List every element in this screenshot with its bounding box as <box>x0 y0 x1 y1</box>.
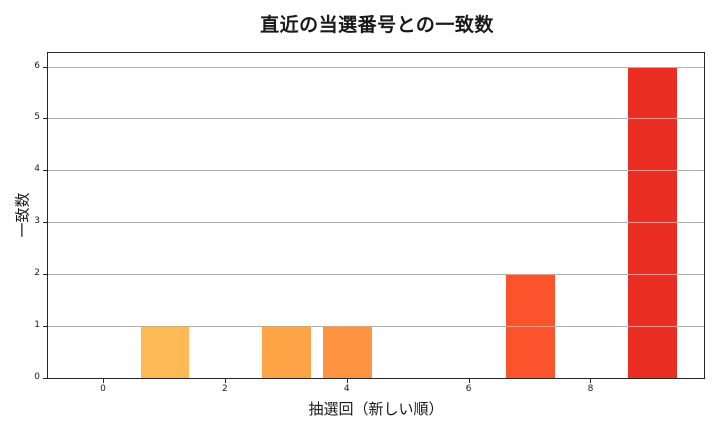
y-tick <box>43 170 47 172</box>
x-tick <box>224 379 226 383</box>
gridline-y-6 <box>48 66 704 68</box>
x-tick <box>103 379 105 383</box>
x-tick <box>346 379 348 383</box>
y-tick-label: 6 <box>34 60 40 71</box>
x-tick-label: 8 <box>587 384 594 394</box>
y-tick-label: 1 <box>34 320 40 331</box>
y-tick <box>43 118 47 120</box>
plot-area <box>47 52 705 379</box>
y-tick-label: 3 <box>34 216 40 227</box>
bar-7 <box>506 274 555 378</box>
bar-1 <box>140 326 190 378</box>
bar-9 <box>628 66 677 378</box>
y-tick <box>43 222 47 224</box>
y-tick-label: 5 <box>34 112 40 123</box>
gridline-y-3 <box>48 222 704 224</box>
x-tick-label: 2 <box>222 384 228 394</box>
y-tick-label: 2 <box>34 268 40 279</box>
bar-3 <box>262 326 312 378</box>
y-tick-label: 0 <box>34 372 40 382</box>
y-tick <box>43 66 47 68</box>
y-tick <box>43 378 47 379</box>
y-tick-label: 4 <box>34 164 40 175</box>
gridline-y-4 <box>48 170 704 172</box>
y-axis-label: 一致数 <box>13 192 32 238</box>
gridline-y-5 <box>48 118 704 120</box>
y-tick <box>43 274 47 276</box>
x-tick-label: 4 <box>343 384 350 394</box>
x-tick-label: 6 <box>465 384 472 394</box>
x-tick <box>468 379 470 383</box>
gridline-y-2 <box>48 274 704 276</box>
gridline-y-1 <box>48 326 704 328</box>
bar-4 <box>323 326 373 378</box>
x-tick-label: 0 <box>100 384 106 394</box>
chart-title: 直近の当選番号との一致数 <box>260 14 494 36</box>
x-tick <box>590 379 592 383</box>
x-axis-label: 抽選回（新しい順） <box>308 400 444 418</box>
y-tick <box>43 326 47 328</box>
